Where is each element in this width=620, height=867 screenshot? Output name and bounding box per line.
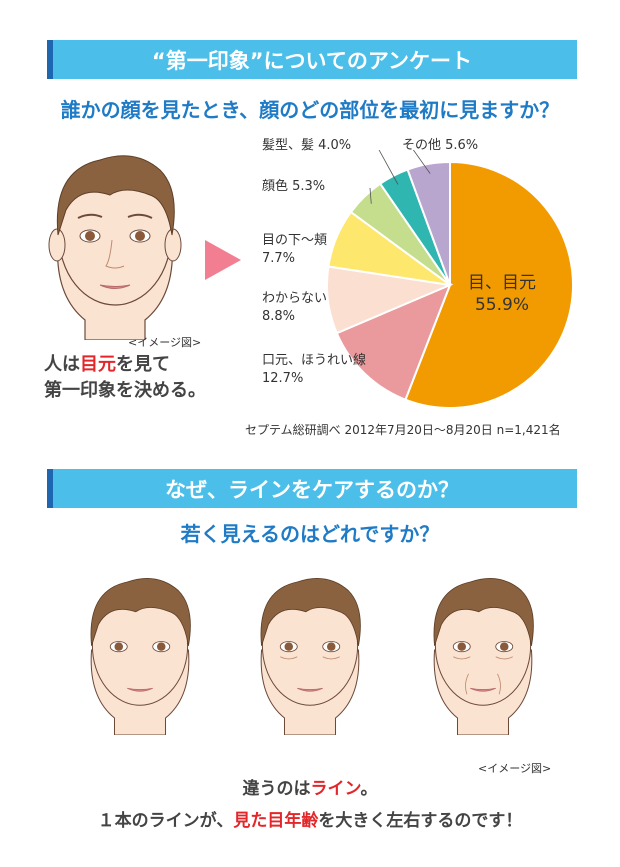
- arrow-icon: [205, 240, 241, 284]
- pie-slice: [406, 160, 451, 286]
- pie-leader-line: [378, 150, 399, 185]
- label-eye-name: 目、目元: [468, 273, 536, 293]
- young-question: 若く見えるのはどれですか？: [180, 522, 440, 546]
- survey-caption: 人は目元を見て 第一印象を決める。: [44, 352, 206, 404]
- line1-highlight: ライン: [310, 779, 361, 799]
- caption-post: を見て: [116, 354, 170, 375]
- label-mouth-value: 12.7%: [262, 371, 304, 386]
- line1-pre: 違うのは: [242, 779, 311, 799]
- label-under-eye-value: 7.7%: [262, 251, 296, 266]
- label-complexion: 顔色 5.3%: [262, 179, 326, 194]
- face-aged-3: [418, 565, 548, 735]
- survey-question: 誰かの顔を見たとき、顔のどの部位を最初に見ますか？: [60, 98, 560, 122]
- survey-banner-title: “第一印象”についてのアンケート: [151, 48, 473, 73]
- pie-leader-line: [412, 150, 431, 174]
- label-eye: 目、目元 55.9%: [468, 272, 536, 316]
- label-unknown: わからない 8.8%: [262, 290, 327, 326]
- banner-accent-bar-2: [47, 469, 53, 508]
- label-under-eye-name: 目の下〜頬: [262, 233, 328, 248]
- image-note-2: <イメージ図>: [478, 762, 552, 775]
- pie-slice: [335, 283, 452, 401]
- difference-line: 違うのはライン。: [0, 774, 620, 799]
- line-care-banner-title: なぜ、ラインをケアするのか？: [165, 477, 459, 502]
- image-note-1: <イメージ図>: [128, 336, 202, 349]
- label-under-eye: 目の下〜頬 7.7%: [262, 232, 327, 268]
- line2-post: を大きく左右するのです！: [318, 811, 523, 831]
- label-eye-value: 55.9%: [474, 295, 529, 315]
- face-young-2: [245, 565, 375, 735]
- line-care-banner: なぜ、ラインをケアするのか？: [47, 469, 577, 508]
- survey-banner: “第一印象”についてのアンケート: [47, 40, 577, 79]
- caption-pre: 人は: [44, 354, 80, 375]
- survey-source: セプテム総研調べ 2012年7月20日〜8月20日 n=1,421名: [245, 423, 561, 437]
- banner-accent-bar: [47, 40, 53, 79]
- label-other: その他 5.6%: [402, 138, 479, 153]
- label-unknown-value: 8.8%: [262, 309, 296, 324]
- face-young-1: [75, 565, 205, 735]
- pie-slice: [404, 160, 574, 409]
- caption-line2: 第一印象を決める。: [44, 380, 206, 401]
- pie-leader-line: [369, 187, 372, 204]
- line2-pre: １本のラインが、: [97, 811, 234, 831]
- line2-highlight: 見た目年齢: [233, 811, 319, 831]
- label-unknown-name: わからない: [262, 291, 328, 306]
- label-mouth: 口元、ほうれい線 12.7%: [262, 352, 366, 388]
- caption-highlight: 目元: [80, 354, 116, 375]
- conclusion-line: １本のラインが、見た目年齢を大きく左右するのです！: [0, 806, 620, 831]
- face-illustration-main: [40, 140, 190, 340]
- pie-chart: [326, 150, 574, 409]
- label-mouth-name: 口元、ほうれい線: [262, 353, 367, 368]
- label-hair: 髪型、髪 4.0%: [262, 138, 352, 153]
- line1-post: 。: [360, 779, 378, 799]
